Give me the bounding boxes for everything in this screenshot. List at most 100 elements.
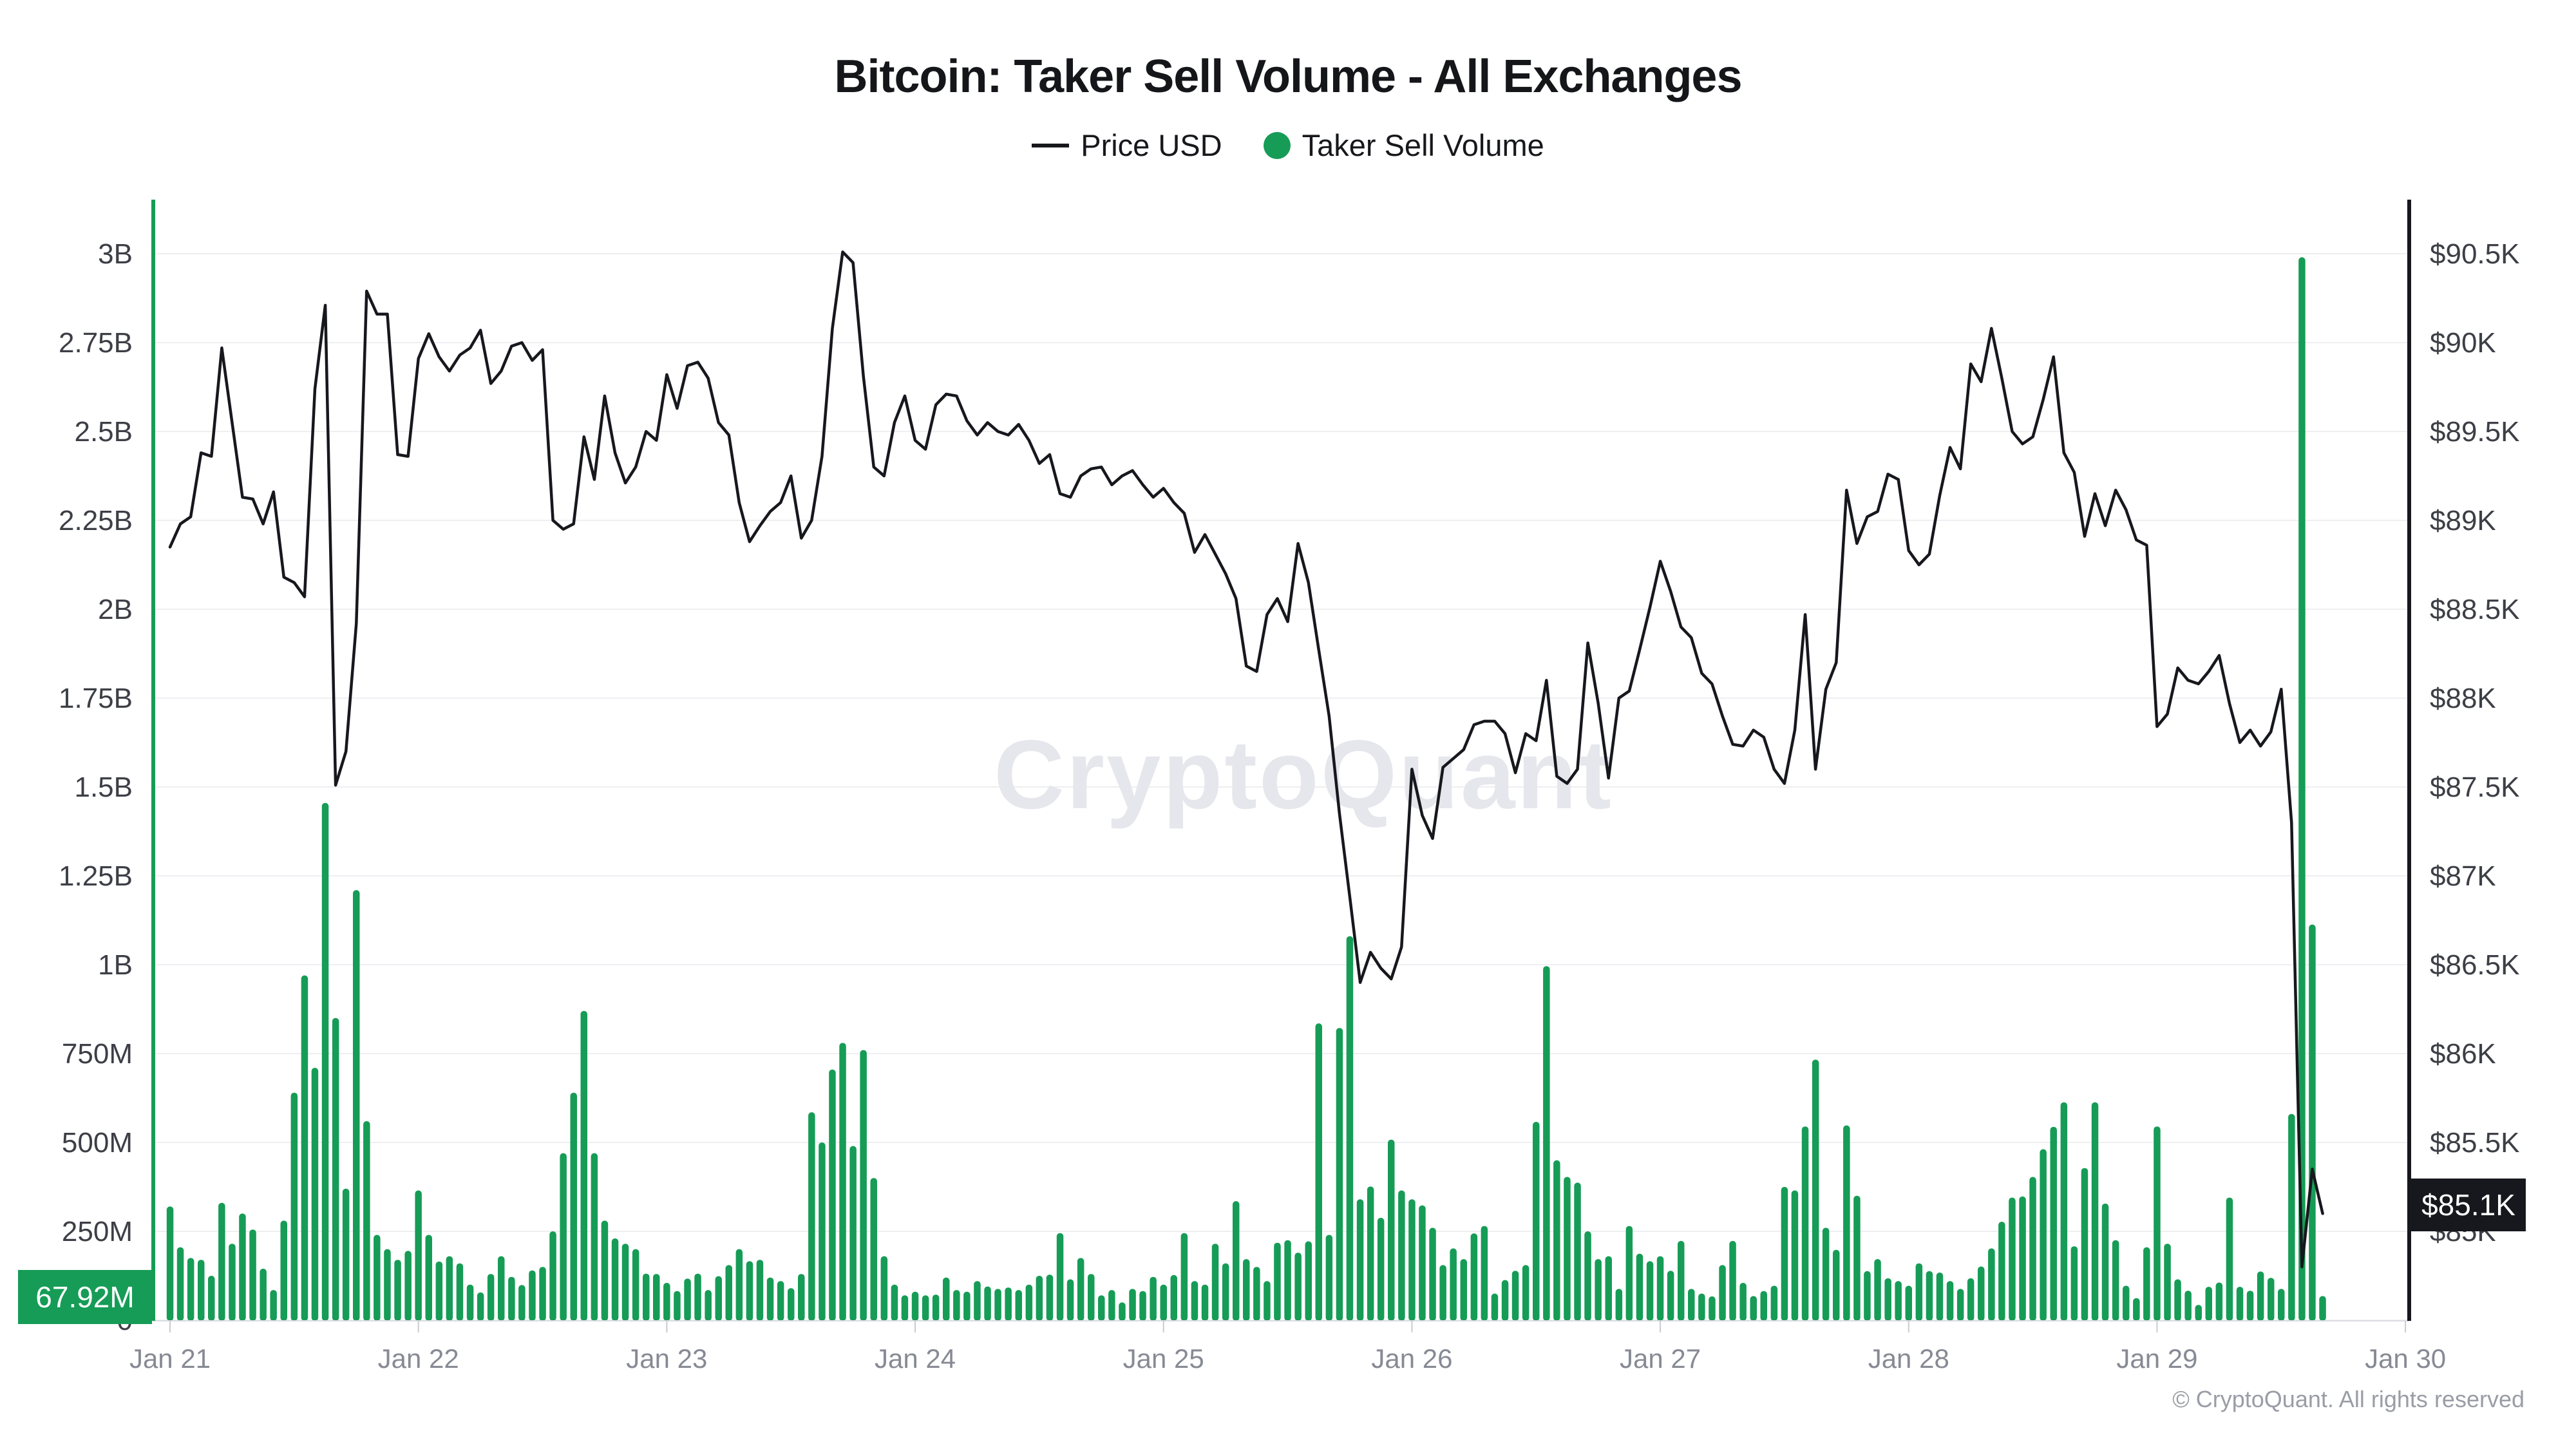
volume-bar (953, 1290, 960, 1321)
volume-bar (1770, 1285, 1778, 1321)
volume-bar (560, 1153, 567, 1321)
volume-bar (1874, 1259, 1881, 1321)
volume-bar (1274, 1242, 1281, 1321)
volume-bar (2123, 1285, 2130, 1321)
volume-bar (1564, 1177, 1571, 1321)
volume-bar (1139, 1291, 1146, 1321)
right-axis-label: $89.5K (2430, 416, 2519, 448)
volume-bar (2319, 1296, 2326, 1321)
volume-bar (1946, 1281, 1954, 1321)
volume-bar (342, 1188, 350, 1321)
volume-bar (549, 1231, 556, 1321)
volume-bar (332, 1018, 339, 1321)
current-volume-badge: 67.92M (18, 1270, 152, 1324)
volume-bar (839, 1043, 846, 1321)
volume-bar (1605, 1256, 1612, 1321)
x-axis-label: Jan 24 (875, 1343, 956, 1374)
volume-bar (1129, 1289, 1136, 1321)
volume-bar (901, 1295, 909, 1321)
volume-bar (1284, 1240, 1291, 1321)
volume-bar (363, 1121, 370, 1321)
x-axis-label: Jan 30 (2365, 1343, 2446, 1374)
left-axis-label: 250M (62, 1216, 133, 1247)
volume-bar (1998, 1222, 2005, 1321)
volume-bar (1036, 1276, 1043, 1321)
volume-bar (2019, 1196, 2026, 1321)
volume-bar (529, 1270, 536, 1321)
volume-bar (321, 802, 329, 1321)
volume-bar (1439, 1265, 1446, 1321)
x-axis-label: Jan 22 (378, 1343, 459, 1374)
volume-bar (1201, 1284, 1209, 1321)
volume-bar (2081, 1168, 2088, 1321)
volume-bar (2060, 1102, 2068, 1321)
right-axis-label: $88.5K (2430, 594, 2519, 625)
volume-bar (1595, 1259, 1602, 1321)
volume-bar (715, 1276, 722, 1321)
volume-bar (435, 1261, 443, 1321)
volume-bar (1709, 1296, 1716, 1321)
volume-bar (198, 1260, 205, 1321)
volume-bar (1864, 1271, 1871, 1321)
price-line-group (168, 250, 2324, 1269)
volume-bar (601, 1220, 609, 1321)
volume-bar (2050, 1126, 2057, 1321)
volume-bar (963, 1291, 971, 1321)
volume-bar (766, 1277, 774, 1321)
volume-bar (218, 1202, 225, 1321)
volume-bar (1884, 1278, 1891, 1321)
volume-bar (353, 890, 360, 1321)
left-axis-label: 2.5B (74, 416, 133, 448)
volume-bar (798, 1274, 805, 1321)
volume-bar (643, 1273, 650, 1321)
volume-bar (229, 1244, 236, 1321)
volume-bar (466, 1284, 474, 1321)
volume-bar (374, 1235, 381, 1321)
legend-item-volume: Taker Sell Volume (1263, 128, 1544, 163)
volume-bars-group (166, 257, 2326, 1321)
volume-bar (2278, 1289, 2285, 1321)
left-axis-label: 3B (98, 238, 133, 270)
volume-bar (943, 1277, 950, 1321)
volume-bar (1015, 1290, 1022, 1321)
volume-bar (404, 1251, 412, 1321)
volume-bar (1956, 1289, 1964, 1321)
volume-bar (932, 1294, 940, 1321)
volume-bar (2174, 1279, 2181, 1321)
axes-group (151, 200, 2411, 1332)
volume-bar (1895, 1281, 1902, 1321)
volume-bar (1346, 936, 1354, 1321)
volume-bar (2236, 1287, 2244, 1321)
volume-bar (777, 1281, 784, 1321)
volume-bar (1625, 1226, 1633, 1321)
left-axis-label: 1.5B (74, 772, 133, 803)
volume-bar (1398, 1190, 1405, 1321)
volume-bar (311, 1068, 319, 1321)
volume-bar (2184, 1291, 2192, 1321)
volume-bar (1905, 1285, 1912, 1321)
volume-bar (705, 1290, 712, 1321)
plot-area[interactable] (153, 200, 2409, 1321)
volume-bar (2257, 1271, 2264, 1321)
volume-bar (1150, 1276, 1157, 1321)
volume-bar (1305, 1241, 1312, 1321)
volume-bar (2309, 924, 2316, 1321)
volume-bar (808, 1112, 815, 1321)
volume-bar (849, 1146, 857, 1321)
volume-bar (2112, 1240, 2119, 1321)
volume-bar (1936, 1273, 1944, 1321)
volume-bar (1760, 1291, 1767, 1321)
volume-bar (1646, 1261, 1654, 1321)
volume-bar (487, 1274, 495, 1321)
volume-bar (518, 1285, 526, 1321)
volume-bar (2268, 1278, 2275, 1321)
volume-bar (1367, 1186, 1374, 1321)
x-axis-label: Jan 21 (129, 1343, 211, 1374)
volume-bar (653, 1274, 660, 1321)
volume-bar (1553, 1160, 1560, 1321)
volume-bar (1336, 1028, 1343, 1321)
volume-bar (694, 1273, 701, 1321)
right-axis-label: $87K (2430, 860, 2496, 892)
axis-labels-group: 3B 2.75B 2.5B 2.25B 2B 1.75B 1.5B 1.25B 1B 750M 50… (59, 238, 2519, 1374)
